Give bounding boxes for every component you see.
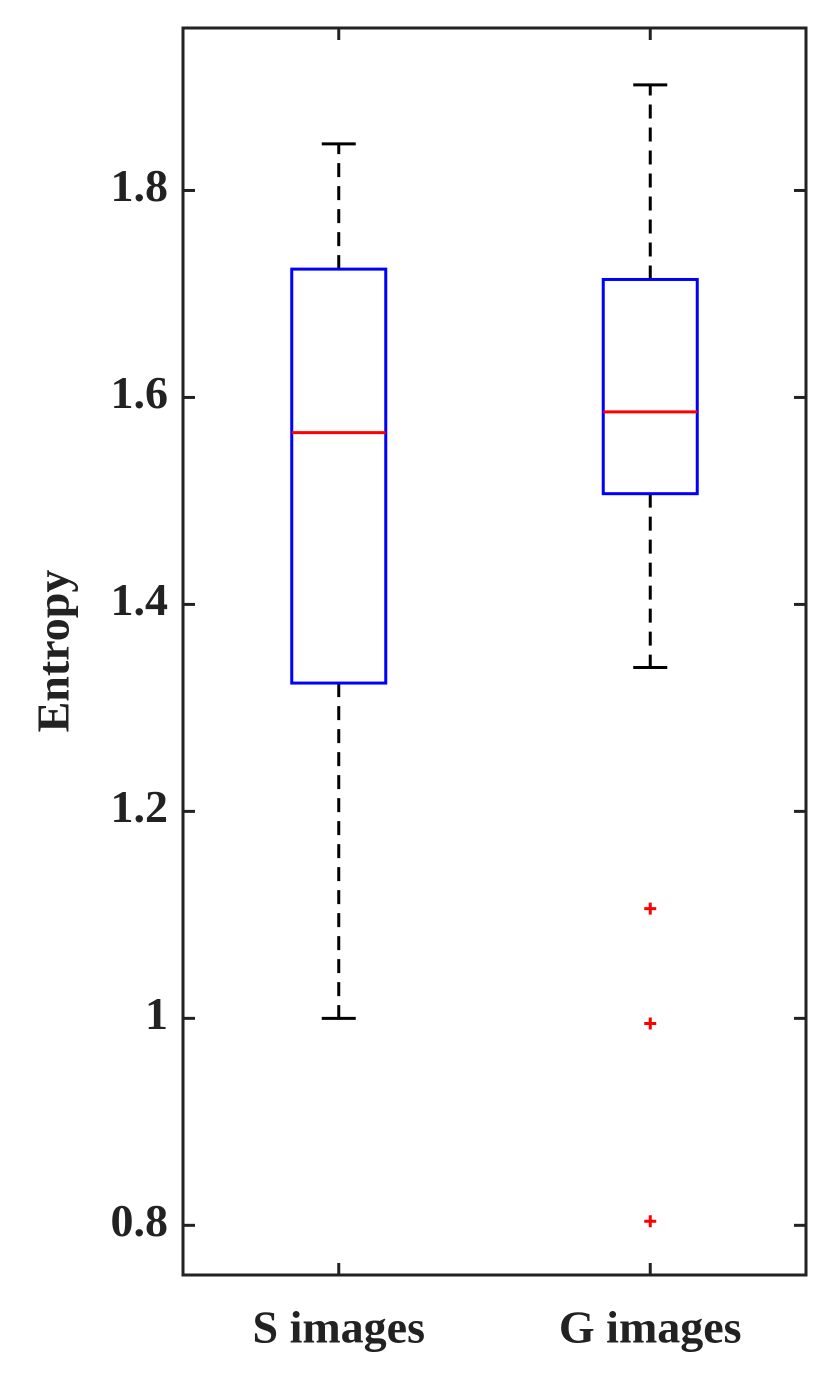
x-tick-label: G images [559,1302,742,1353]
outlier [644,1215,657,1228]
y-tick-label: 1.8 [111,160,169,211]
y-tick-label: 1.2 [111,781,169,832]
y-tick-label: 0.8 [111,1195,169,1246]
outlier [644,902,657,915]
plot-frame [181,26,808,1277]
y-tick-label: 1.6 [111,367,169,418]
box [601,277,699,496]
x-tick-label: S images [253,1302,426,1353]
y-axis-label: Entropy [28,570,79,733]
y-tick-label: 1.4 [111,574,169,625]
y-tick-label: 1 [145,988,168,1039]
box [290,267,388,685]
outlier [644,1017,657,1030]
